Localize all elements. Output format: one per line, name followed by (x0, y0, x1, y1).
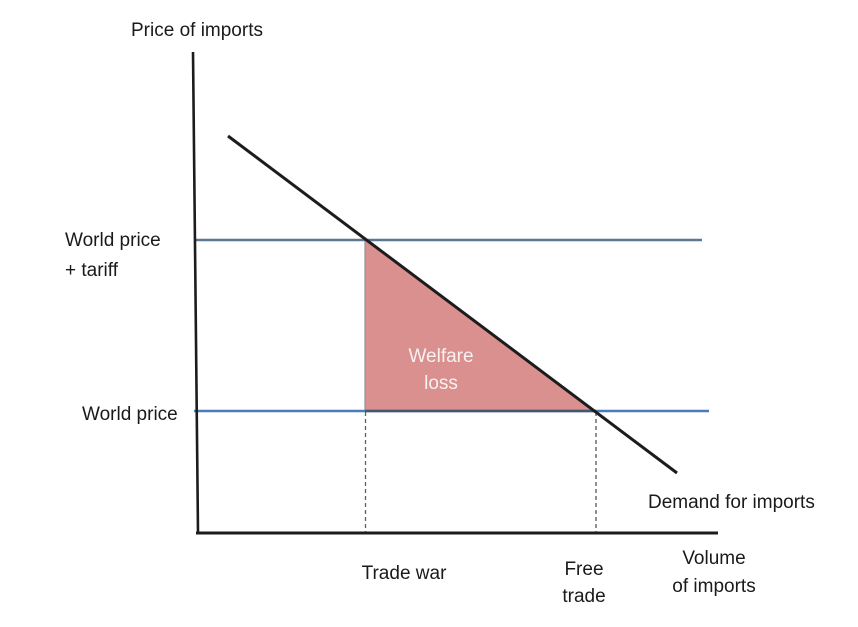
demand-curve (227, 134, 678, 475)
welfare-loss-line1: Welfare (408, 346, 474, 367)
x-axis-title-line2: of imports (672, 576, 756, 597)
demand-curve-label: Demand for imports (648, 492, 815, 513)
trade-war-label: Trade war (361, 563, 447, 584)
y-axis-title: Price of imports (131, 20, 263, 41)
world-price-label: World price (82, 404, 178, 425)
free-trade-line2: trade (562, 586, 606, 607)
world-price-plus-tariff-line1: World price (65, 230, 161, 251)
world-price-plus-tariff-line2: + tariff (65, 260, 118, 281)
x-axis-title-line1: Volume (682, 548, 746, 569)
free-trade-label: Free trade (534, 556, 634, 610)
x-axis-title: Volume of imports (655, 545, 773, 601)
welfare-loss-line2: loss (424, 373, 458, 394)
world-price-plus-tariff-label: World price + tariff (65, 226, 161, 286)
welfare-loss-label: Welfare loss (391, 343, 491, 397)
y-axis (191, 51, 200, 534)
free-trade-line1: Free (564, 559, 604, 580)
